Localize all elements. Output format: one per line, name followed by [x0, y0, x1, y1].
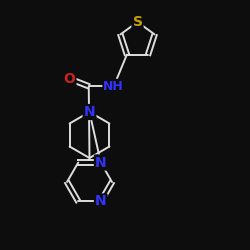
Text: N: N: [84, 105, 95, 119]
Text: O: O: [64, 72, 76, 86]
Text: N: N: [95, 156, 106, 170]
Text: N: N: [95, 194, 106, 208]
Text: S: S: [132, 15, 142, 29]
Text: NH: NH: [104, 80, 124, 93]
